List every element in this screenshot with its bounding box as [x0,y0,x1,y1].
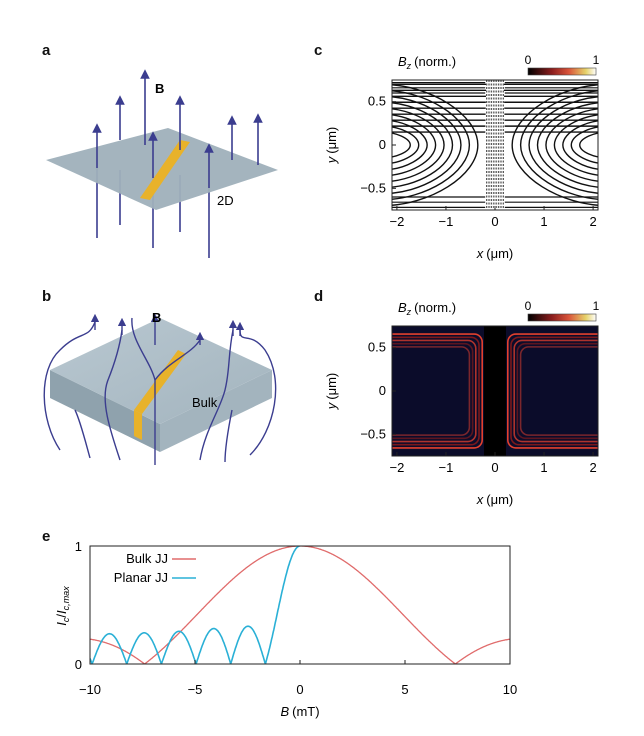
y-tick-label: −0.5 [360,180,386,195]
panel-label-c: c [314,42,323,59]
plane-label-2d: 2D [217,193,234,208]
panel-d-chart: Bz (norm.) 0 1 −2 −1 0 1 2 0.5 0 −0.5 x (μm) y(μm… [324,299,600,507]
contour-line [392,107,487,182]
contour-line [504,131,598,158]
heatmap-ring [513,339,598,443]
panel-label-e: e [42,528,51,545]
contour-line [503,95,598,194]
legend: Bulk JJ Planar JJ [114,551,196,585]
field-lines-b [43,317,277,465]
field-arrowheads-b [90,313,245,345]
x-tick-label: 1 [540,214,547,229]
contour-line [392,89,487,200]
panel-label-b: b [42,288,52,305]
contour-lines [392,80,598,210]
panel-c-title: Bz (norm.) [398,54,456,71]
y-tick-label: 1 [75,539,82,554]
heatmap-ring [392,342,474,440]
bulk-block-front [50,370,160,452]
x-tick-label: 0 [296,682,303,697]
panel-e-plot-bg [90,546,510,664]
panel-c-colorbar-max: 1 [593,53,600,67]
panel-e-xlabel: B (mT) [280,704,319,719]
panel-d-colorbar [527,313,597,322]
heatmap-ring [392,333,484,449]
junction-stripe [140,140,190,200]
x-tick-label: 2 [589,214,596,229]
panel-d-ylabel: y(μm) [324,373,339,410]
panel-a-illustration: B 2D [46,69,278,258]
bulk-block-top [50,318,272,424]
x-tick-label: −10 [79,682,101,697]
x-tick-label: −1 [439,214,454,229]
contour-line [503,119,598,170]
contour-line [503,107,598,182]
contour-line [503,125,598,164]
y-tick-label: 0 [75,657,82,672]
x-tick-label: −2 [389,460,404,475]
bulk-block-side [160,370,272,452]
x-tick-label: −2 [389,214,404,229]
x-tick-label: 2 [589,460,596,475]
heatmap-ring [519,346,598,436]
field-label-b: B [152,310,161,325]
panel-b-illustration: B Bulk [43,310,277,465]
x-tick-label: 1 [540,460,547,475]
x-tick-label: 5 [401,682,408,697]
panel-c-colorbar [527,67,597,76]
y-tick-label: 0 [379,383,386,398]
panel-c-axes: −2 −1 0 1 2 0.5 0 −0.5 [360,94,596,229]
y-tick-label: −0.5 [360,426,386,441]
x-tick-label: −1 [439,460,454,475]
x-tick-label: 10 [503,682,517,697]
y-tick-label: 0 [379,137,386,152]
panel-d-xlabel: x (μm) [476,492,513,507]
contour-line [392,95,487,194]
field-arrows-upper [92,69,263,188]
panel-d-title: Bz (norm.) [398,300,456,317]
bulk-junction-stripe-top [134,350,186,414]
x-tick-label: 0 [491,214,498,229]
contour-line [392,101,487,188]
panel-d-colorbar-min: 0 [525,299,532,313]
panel-d-colorbar-max: 1 [593,299,600,313]
heatmap-ring [516,342,598,440]
y-tick-label: 0.5 [368,340,386,355]
contour-line [503,89,598,200]
panel-e-ylabel: Ic/Ic,max [54,586,71,626]
legend-label-planar: Planar JJ [114,570,168,585]
block-label-bulk: Bulk [192,395,218,410]
y-tick-label: 0.5 [368,94,386,109]
heatmap-ring [392,336,480,446]
contour-line [503,113,598,176]
heatmap-ring [510,336,598,446]
bulk-junction-stripe-front [134,410,142,440]
panel-c-colorbar-min: 0 [525,53,532,67]
legend-label-bulk: Bulk JJ [126,551,168,566]
panel-label-d: d [314,288,324,305]
panel-c-xlabel: x (μm) [476,246,513,261]
heatmap-ring [392,346,471,436]
heatmap-field [392,326,598,456]
contour-line [392,113,487,176]
panel-c-chart: Bz (norm.) 0 1 −2 −1 0 1 2 0.5 0 −0.5 x (μm) y(μm… [324,53,600,261]
contour-line [392,125,487,164]
heatmap-ring [392,339,477,443]
panel-d-axes: −2 −1 0 1 2 0.5 0 −0.5 [360,340,596,475]
x-tick-label: 0 [491,460,498,475]
series-bulk-jj [90,546,510,664]
x-tick-label: −5 [188,682,203,697]
contour-line [392,131,486,158]
panel-label-a: a [42,42,51,59]
heatmap-ring [506,333,598,449]
field-label-a: B [155,81,164,96]
contour-line [503,101,598,188]
contour-line [392,119,487,170]
panel-c-ylabel: y(μm) [324,127,339,164]
